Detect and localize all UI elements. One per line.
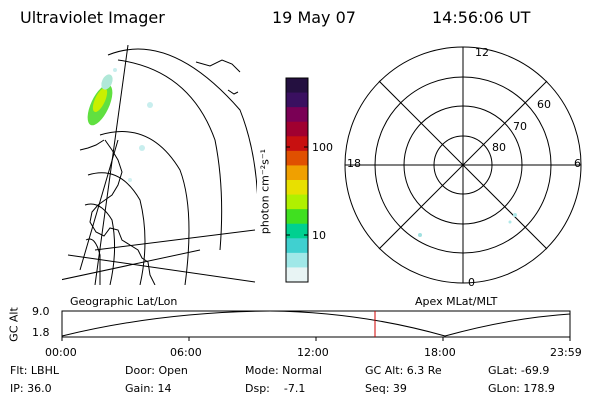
strip-xtick: 00:00	[45, 346, 77, 359]
colorbar-tick-100: 100	[312, 141, 333, 154]
mlt-label-18: 18	[347, 157, 361, 170]
strip-xtick: 06:00	[170, 346, 202, 359]
ip-readout: IP: 36.0	[10, 382, 52, 395]
mlt-label-0: 0	[468, 276, 475, 289]
strip-axis-title: GC Alt	[7, 307, 21, 342]
altitude-strip-chart	[61, 310, 571, 341]
glat-readout: GLat: -69.9	[488, 364, 550, 377]
colorbar-band	[286, 180, 308, 196]
observation-date: 19 May 07	[272, 8, 356, 27]
colorbar-band	[286, 238, 308, 254]
colorbar-band	[286, 121, 308, 137]
strip-xtick: 18:00	[424, 346, 456, 359]
colorbar-band	[286, 107, 308, 123]
strip-right-label: Apex MLat/MLT	[415, 295, 498, 308]
colorbar	[286, 78, 308, 283]
lat-label-60: 60	[537, 98, 551, 111]
colorbar-band	[286, 194, 308, 210]
mlt-label-12: 12	[475, 46, 489, 59]
colorbar-band	[286, 209, 308, 225]
colorbar-band	[286, 252, 308, 268]
mode-readout: Mode: Normal	[245, 364, 322, 377]
lat-label-70: 70	[513, 120, 527, 133]
strip-ytick-top: 9.0	[32, 305, 50, 318]
altitude-curve	[61, 310, 571, 337]
coastline	[89, 139, 156, 285]
strip-ytick-bottom: 1.8	[32, 326, 50, 339]
instrument-title: Ultraviolet Imager	[20, 8, 165, 27]
gc-alt-readout: GC Alt: 6.3 Re	[365, 364, 442, 377]
observation-time: 14:56:06 UT	[432, 8, 531, 27]
colorbar-band	[286, 78, 308, 94]
colorbar-band	[286, 223, 308, 239]
colorbar-band	[286, 165, 308, 181]
gain-readout: Gain: 14	[125, 382, 172, 395]
seq-readout: Seq: 39	[365, 382, 407, 395]
colorbar-band	[286, 267, 308, 283]
polar-plot	[344, 46, 582, 284]
colorbar-band	[286, 136, 308, 152]
strip-xtick: 23:59	[550, 346, 582, 359]
mlt-label-6: 6	[574, 157, 581, 170]
aurora-emission-polar	[418, 233, 422, 237]
colorbar-band	[286, 150, 308, 166]
strip-left-label: Geographic Lat/Lon	[70, 295, 178, 308]
dsp-readout: Dsp: -7.1	[245, 382, 306, 395]
aurora-emission-map	[87, 68, 153, 182]
lat-label-80: 80	[492, 141, 506, 154]
glon-readout: GLon: 178.9	[488, 382, 555, 395]
filter-readout: Flt: LBHL	[10, 364, 59, 377]
door-readout: Door: Open	[125, 364, 188, 377]
strip-xtick: 12:00	[297, 346, 329, 359]
colorbar-unit-label: photon cm⁻²s⁻¹	[258, 148, 272, 235]
colorbar-band	[286, 92, 308, 108]
colorbar-tick-10: 10	[312, 229, 326, 242]
